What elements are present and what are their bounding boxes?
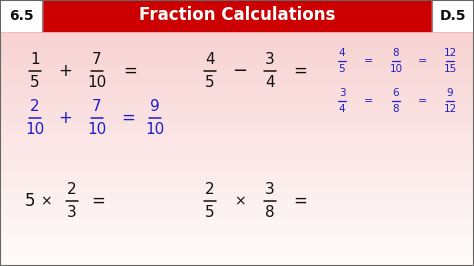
Text: 8: 8 [265, 205, 275, 220]
Text: 3: 3 [265, 52, 275, 67]
Text: 5: 5 [25, 192, 35, 210]
Text: 9: 9 [150, 99, 160, 114]
Text: +: + [58, 109, 72, 127]
Bar [0, 0, 42, 31]
Text: 10: 10 [87, 122, 107, 137]
Text: 3: 3 [67, 205, 77, 220]
Text: =: = [419, 56, 428, 66]
Text: ×: × [234, 194, 246, 208]
Text: ×: × [40, 194, 52, 208]
Text: −: − [232, 62, 247, 80]
Text: 3: 3 [265, 182, 275, 197]
Text: 4: 4 [205, 52, 215, 67]
Text: 12: 12 [443, 103, 456, 114]
Text: =: = [365, 56, 374, 66]
Text: =: = [91, 192, 105, 210]
Text: +: + [58, 62, 72, 80]
Text: D.5: D.5 [440, 9, 466, 23]
Text: 10: 10 [390, 64, 402, 73]
Text: 7: 7 [92, 52, 102, 67]
Text: =: = [472, 96, 474, 106]
Text: 2: 2 [30, 99, 40, 114]
Text: 4: 4 [265, 75, 275, 90]
Bar [0, 0, 474, 31]
Text: 8: 8 [392, 48, 399, 59]
Text: 12: 12 [443, 48, 456, 59]
Text: 2: 2 [205, 182, 215, 197]
Text: 5: 5 [205, 205, 215, 220]
Text: 1: 1 [30, 52, 40, 67]
Text: 10: 10 [87, 75, 107, 90]
Text: 9: 9 [447, 89, 453, 98]
Text: =: = [472, 56, 474, 66]
Text: 10: 10 [26, 122, 45, 137]
Text: 5: 5 [339, 64, 346, 73]
Text: 6: 6 [392, 89, 399, 98]
Text: 5: 5 [205, 75, 215, 90]
Text: 6.5: 6.5 [9, 9, 33, 23]
Bar [432, 0, 474, 31]
Text: 8: 8 [392, 103, 399, 114]
Text: 7: 7 [92, 99, 102, 114]
Text: =: = [121, 109, 135, 127]
Text: 4: 4 [339, 48, 346, 59]
Text: 5: 5 [30, 75, 40, 90]
Text: =: = [123, 62, 137, 80]
Text: 10: 10 [146, 122, 164, 137]
Text: =: = [419, 96, 428, 106]
Text: 15: 15 [443, 64, 456, 73]
Text: =: = [293, 192, 307, 210]
Text: Fraction Calculations: Fraction Calculations [139, 6, 335, 24]
Text: =: = [293, 62, 307, 80]
Text: 2: 2 [67, 182, 77, 197]
Text: 4: 4 [339, 103, 346, 114]
Text: =: = [365, 96, 374, 106]
Text: 3: 3 [339, 89, 346, 98]
